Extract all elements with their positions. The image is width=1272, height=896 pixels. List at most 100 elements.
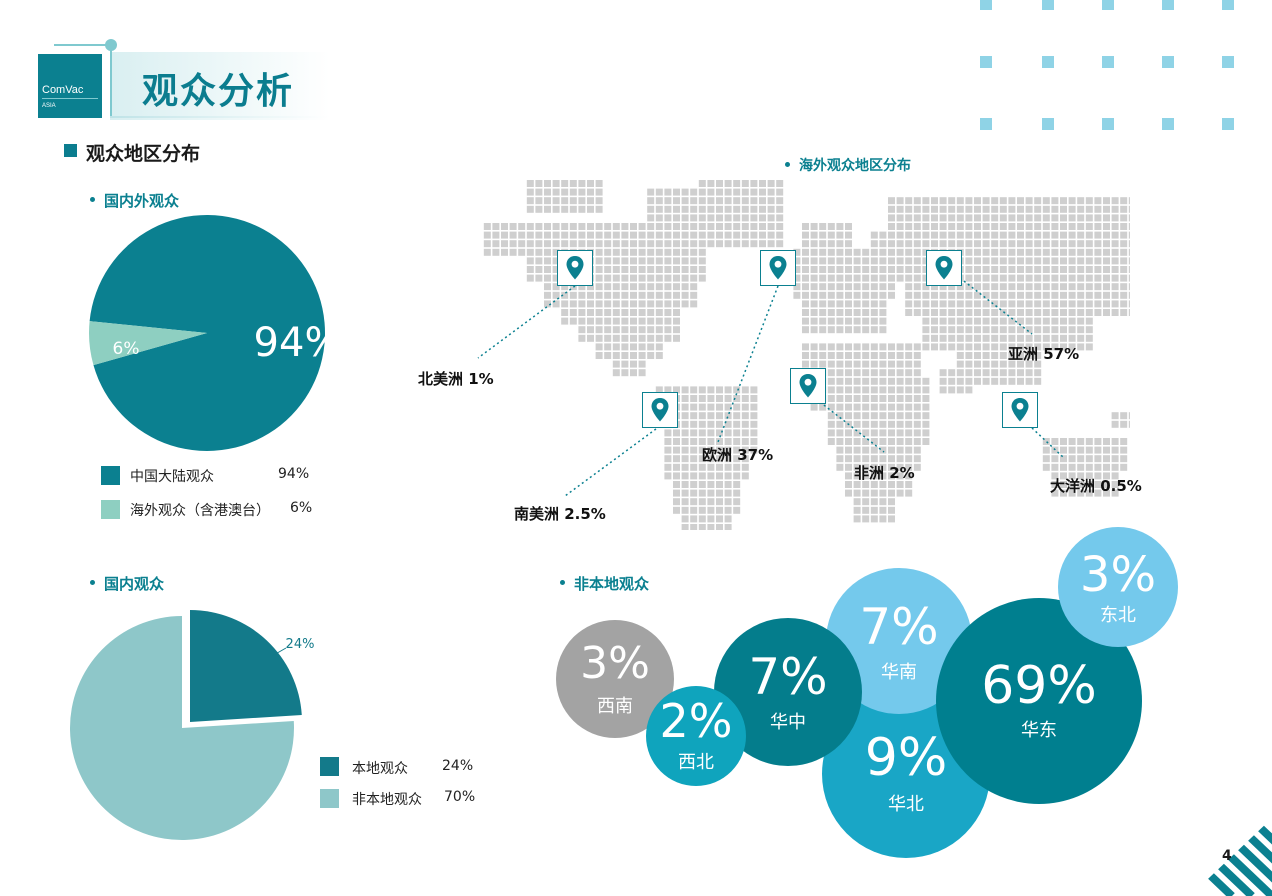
- map-dot: [1128, 309, 1130, 316]
- map-dot: [827, 240, 835, 248]
- map-dot: [1008, 291, 1016, 299]
- map-dot: [827, 403, 835, 411]
- legend-value-local: 24%: [442, 758, 474, 774]
- map-dot: [896, 352, 904, 359]
- map-dot: [862, 369, 870, 377]
- map-dot: [655, 352, 663, 359]
- map-dot: [931, 231, 938, 239]
- map-dot: [621, 343, 629, 351]
- map-dot: [690, 420, 698, 428]
- map-dot: [1111, 223, 1119, 230]
- map-dot: [991, 223, 999, 230]
- map-dot: [802, 300, 809, 308]
- map-dot: [879, 231, 887, 239]
- map-dot: [707, 489, 715, 497]
- map-dot: [939, 317, 947, 325]
- map-dot: [802, 283, 809, 291]
- map-dot: [879, 326, 887, 334]
- map-dot: [587, 197, 594, 205]
- map-dot: [853, 248, 861, 256]
- map-dot: [870, 386, 878, 394]
- map-dot: [750, 231, 758, 239]
- map-dot: [896, 214, 904, 222]
- map-dot: [578, 223, 586, 230]
- map-dot: [1051, 334, 1059, 342]
- map-dot: [569, 291, 577, 299]
- map-dot: [1111, 197, 1119, 205]
- map-dot: [870, 231, 878, 239]
- map-dot: [982, 223, 990, 230]
- map-dot: [535, 180, 543, 187]
- map-dot: [939, 240, 947, 248]
- map-dot: [1051, 481, 1059, 488]
- map-dot: [905, 343, 913, 351]
- non-local-heading: 非本地观众: [560, 573, 649, 594]
- map-dot: [716, 188, 723, 196]
- map-dot: [819, 317, 827, 325]
- map-dot: [905, 438, 913, 445]
- map-dot: [853, 291, 861, 299]
- map-dot: [836, 438, 844, 445]
- map-dot: [905, 420, 913, 428]
- map-dot: [948, 197, 956, 205]
- map-dot: [845, 283, 852, 291]
- map-dot: [698, 180, 706, 187]
- map-dot: [1051, 472, 1059, 480]
- map-dot: [612, 283, 620, 291]
- map-dot: [965, 369, 973, 377]
- map-dot: [716, 429, 723, 437]
- map-dot: [1008, 369, 1016, 377]
- map-dot: [999, 231, 1007, 239]
- map-dot: [673, 429, 680, 437]
- map-dot: [664, 438, 672, 445]
- map-dot: [724, 420, 732, 428]
- map-dot: [836, 412, 844, 420]
- map-dot: [1077, 231, 1085, 239]
- map-dot: [965, 309, 973, 316]
- map-dot: [948, 309, 956, 316]
- map-dot: [587, 240, 594, 248]
- map-dot: [836, 274, 844, 282]
- map-dot: [681, 291, 689, 299]
- map-dot: [604, 274, 612, 282]
- map-dot: [655, 205, 663, 213]
- map-dot: [896, 343, 904, 351]
- map-dot: [595, 300, 603, 308]
- map-dot: [1034, 197, 1042, 205]
- map-dot: [991, 231, 999, 239]
- map-dot: [931, 343, 938, 351]
- map-dot: [1008, 317, 1016, 325]
- map-dot: [698, 412, 706, 420]
- map-dot: [888, 377, 895, 385]
- map-dot: [492, 231, 500, 239]
- map-dot: [1051, 205, 1059, 213]
- map-dot: [1008, 300, 1016, 308]
- map-dot: [879, 506, 887, 514]
- comvac-logo: ComVac ASIA: [38, 54, 102, 118]
- map-dot: [1103, 214, 1110, 222]
- map-dot: [707, 420, 715, 428]
- bubble-pct: 3%: [580, 638, 650, 689]
- map-dot: [1060, 248, 1067, 256]
- map-dot: [535, 197, 543, 205]
- domestic-overseas-pie: 94% 6%: [89, 215, 340, 451]
- map-dot: [827, 377, 835, 385]
- map-dot: [673, 317, 680, 325]
- map-dot: [1120, 283, 1128, 291]
- map-dot: [1094, 283, 1102, 291]
- map-dot: [991, 334, 999, 342]
- map-dot: [1034, 240, 1042, 248]
- decorative-square: [1042, 118, 1054, 130]
- map-dot: [1042, 455, 1050, 463]
- map-dot: [526, 197, 534, 205]
- map-dot: [1068, 446, 1076, 454]
- map-dot: [552, 231, 560, 239]
- map-dot: [1068, 214, 1076, 222]
- map-dot: [905, 463, 913, 471]
- legend-value-non-local: 70%: [444, 789, 476, 805]
- map-dot: [630, 283, 637, 291]
- map-dot: [587, 205, 594, 213]
- map-dot: [724, 231, 732, 239]
- map-dot: [827, 266, 835, 273]
- map-dot: [707, 506, 715, 514]
